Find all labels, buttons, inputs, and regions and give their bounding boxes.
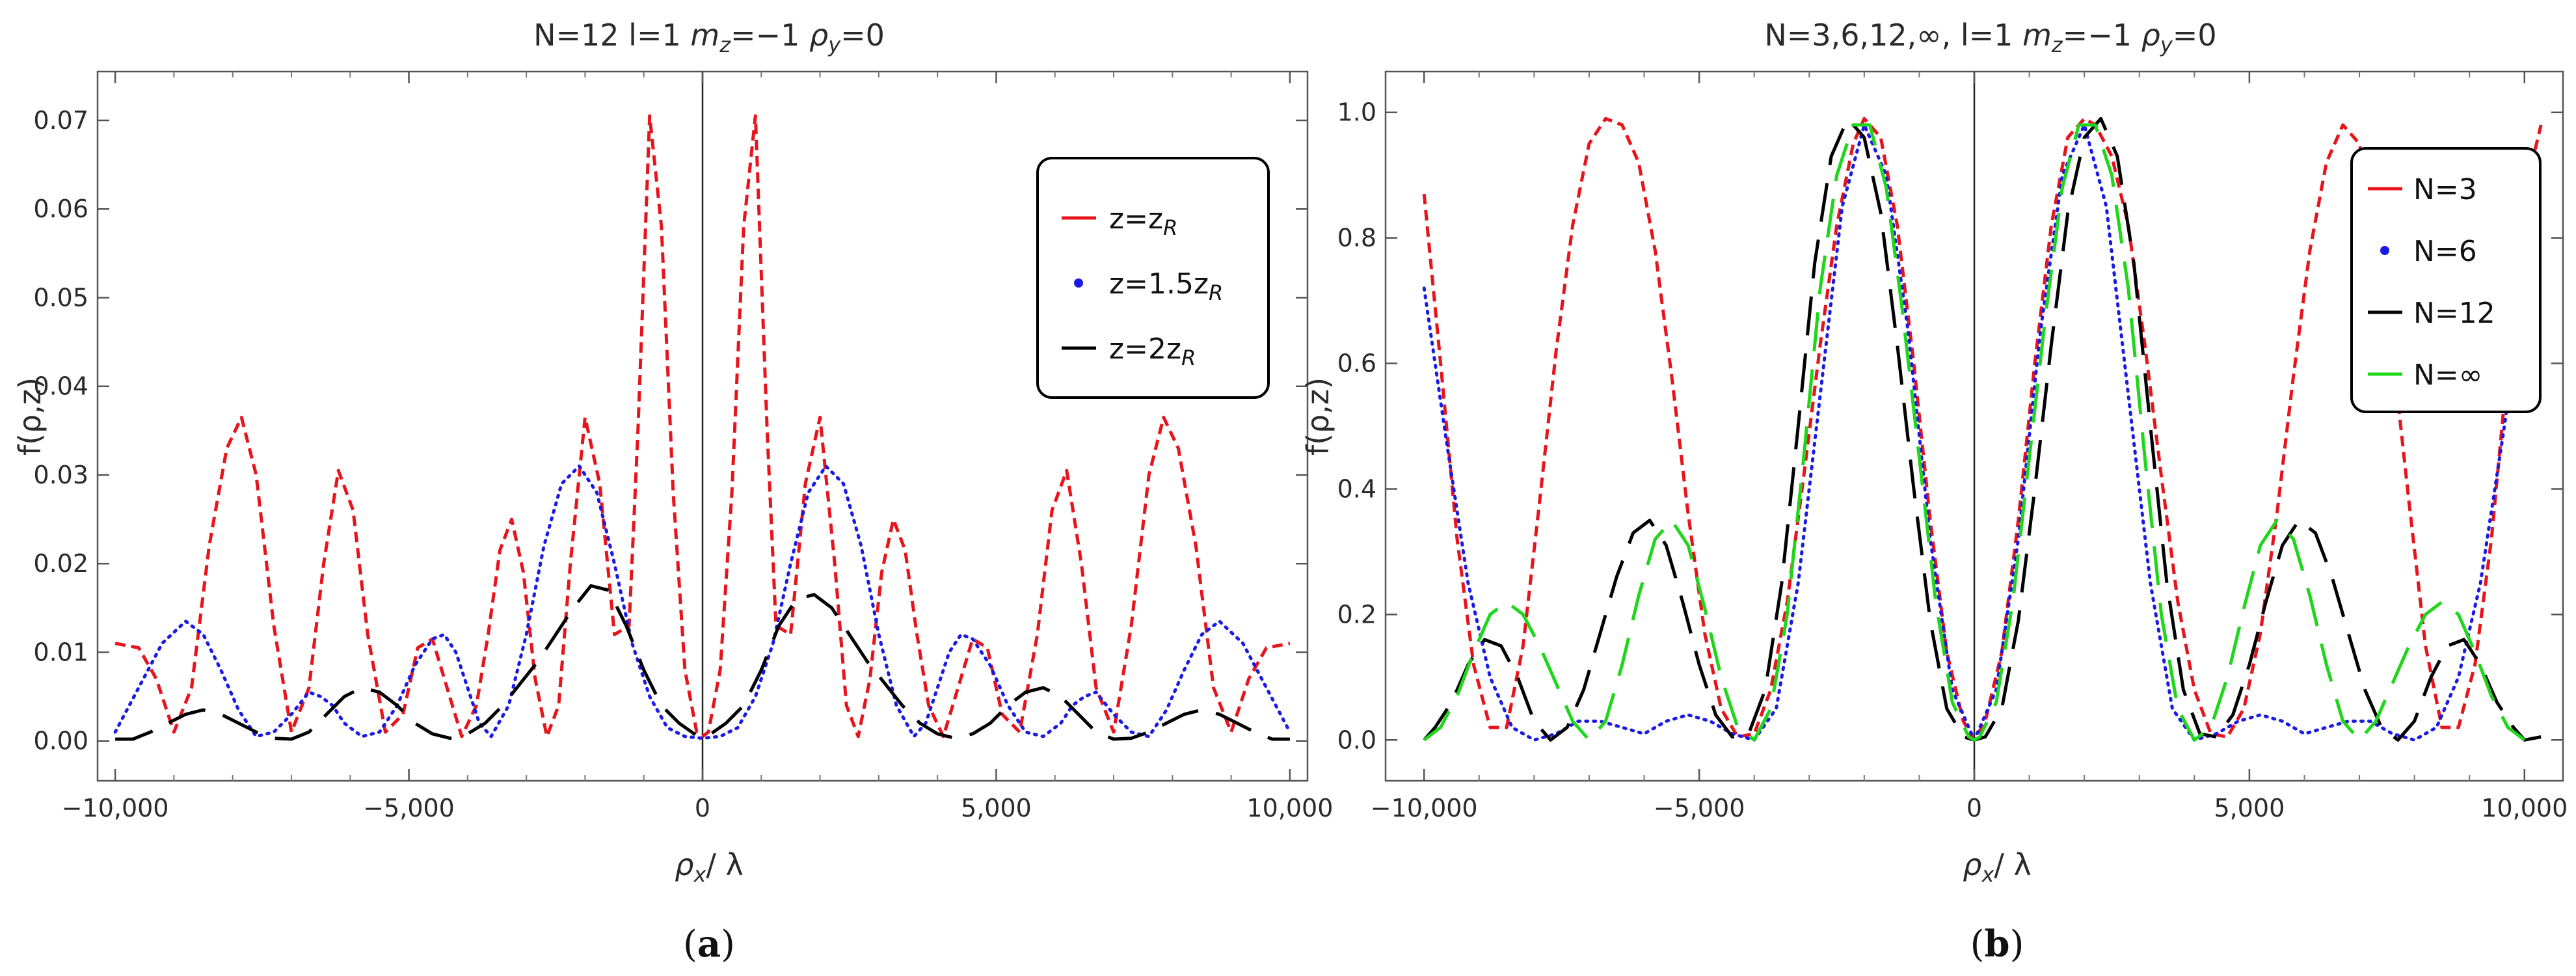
panel-b-label: (b): [1970, 923, 2024, 966]
x-tick-label: 0: [695, 794, 710, 822]
y-tick-label: 0.4: [1337, 474, 1376, 503]
chart-a-xlabel: ρx/ λ: [675, 847, 743, 887]
x-tick-label: −10,000: [62, 794, 169, 822]
chart-a-title: N=12 l=1 mz=−1 ρy=0: [533, 18, 885, 57]
chart-panel-a: N=12 l=1 mz=−1 ρy=0 −10,000 −5,000 0 5,000 1…: [12, 18, 1333, 966]
chart-b-legend: N=3 N=6 N=12 N=∞: [2350, 147, 2542, 413]
chart-b-axes: −10,000 −5,000 0 5,000 10,000 0.0 0.2 0.4 0.6 0.8…: [1337, 70, 2568, 822]
y-tick-label: 0.02: [33, 549, 88, 578]
y-tick-label: 0.00: [33, 727, 88, 755]
legend-b-label-2: N=12: [2413, 297, 2495, 330]
series-line-z-1.5zR: [113, 464, 1292, 740]
y-tick-label: 1.0: [1337, 98, 1376, 127]
chart-b-title: N=3,6,12,∞, l=1 mz=−1 ρy=0: [1764, 18, 2216, 57]
chart-b-ylabel: f(ρ,z): [1300, 377, 1335, 455]
series-line-z-2zR: [115, 584, 1290, 741]
chart-b-xlabel: ρx/ λ: [1963, 847, 2031, 887]
x-tick-label: 10,000: [1246, 794, 1333, 822]
x-tick-label: −5,000: [1654, 794, 1745, 822]
series-line-N-: [1423, 123, 2526, 742]
series-line-z-zR: [114, 114, 1291, 739]
y-tick-label: 0.8: [1337, 224, 1376, 252]
x-tick-label: 0: [1966, 794, 1982, 822]
x-tick-label: 5,000: [2214, 794, 2285, 822]
chart-a-ylabel: f(ρ,z): [12, 377, 47, 455]
y-tick-label: 0.06: [33, 195, 88, 223]
y-tick-label: 0.0: [1337, 725, 1376, 754]
legend-b-label-1: N=6: [2413, 235, 2477, 268]
chart-b-legend-box: [2350, 147, 2542, 413]
legend-b-label-0: N=3: [2413, 173, 2477, 206]
legend-a-label-2: z=2zR: [1109, 332, 1196, 370]
chart-b-series: [1422, 116, 2543, 742]
chart-a-axes: −10,000 −5,000 0 5,000 10,000 0.00 0.01 0.02 0.0…: [33, 70, 1333, 822]
y-tick-label: 0.2: [1337, 600, 1376, 629]
y-tick-label: 0.03: [33, 461, 88, 489]
y-tick-label: 0.05: [33, 283, 88, 312]
y-tick-label: 0.04: [33, 372, 88, 401]
x-tick-label: −5,000: [363, 794, 455, 822]
y-tick-label: 0.6: [1337, 349, 1376, 378]
x-tick-label: 5,000: [961, 794, 1032, 822]
legend-a-label-1: z=1.5zR: [1109, 267, 1223, 305]
chart-a-series: [113, 114, 1292, 741]
series-line-N-3: [1422, 116, 2543, 742]
y-tick-label: 0.01: [33, 638, 88, 666]
legend-b-label-3: N=∞: [2413, 359, 2482, 392]
chart-a-legend: z=zR z=1.5zR z=2zR: [1036, 157, 1270, 399]
legend-a-label-0: z=zR: [1109, 202, 1177, 240]
y-tick-label: 0.07: [33, 106, 88, 135]
legend-b-swatch-1: [2380, 246, 2389, 255]
chart-panel-b: N=3,6,12,∞, l=1 mz=−1 ρy=0 −10,000 −5,000…: [1300, 18, 2568, 966]
panel-a-label: (a): [683, 923, 735, 966]
x-tick-label: 10,000: [2481, 794, 2568, 822]
legend-a-swatch-1: [1074, 278, 1083, 288]
x-tick-label: −10,000: [1371, 794, 1478, 822]
